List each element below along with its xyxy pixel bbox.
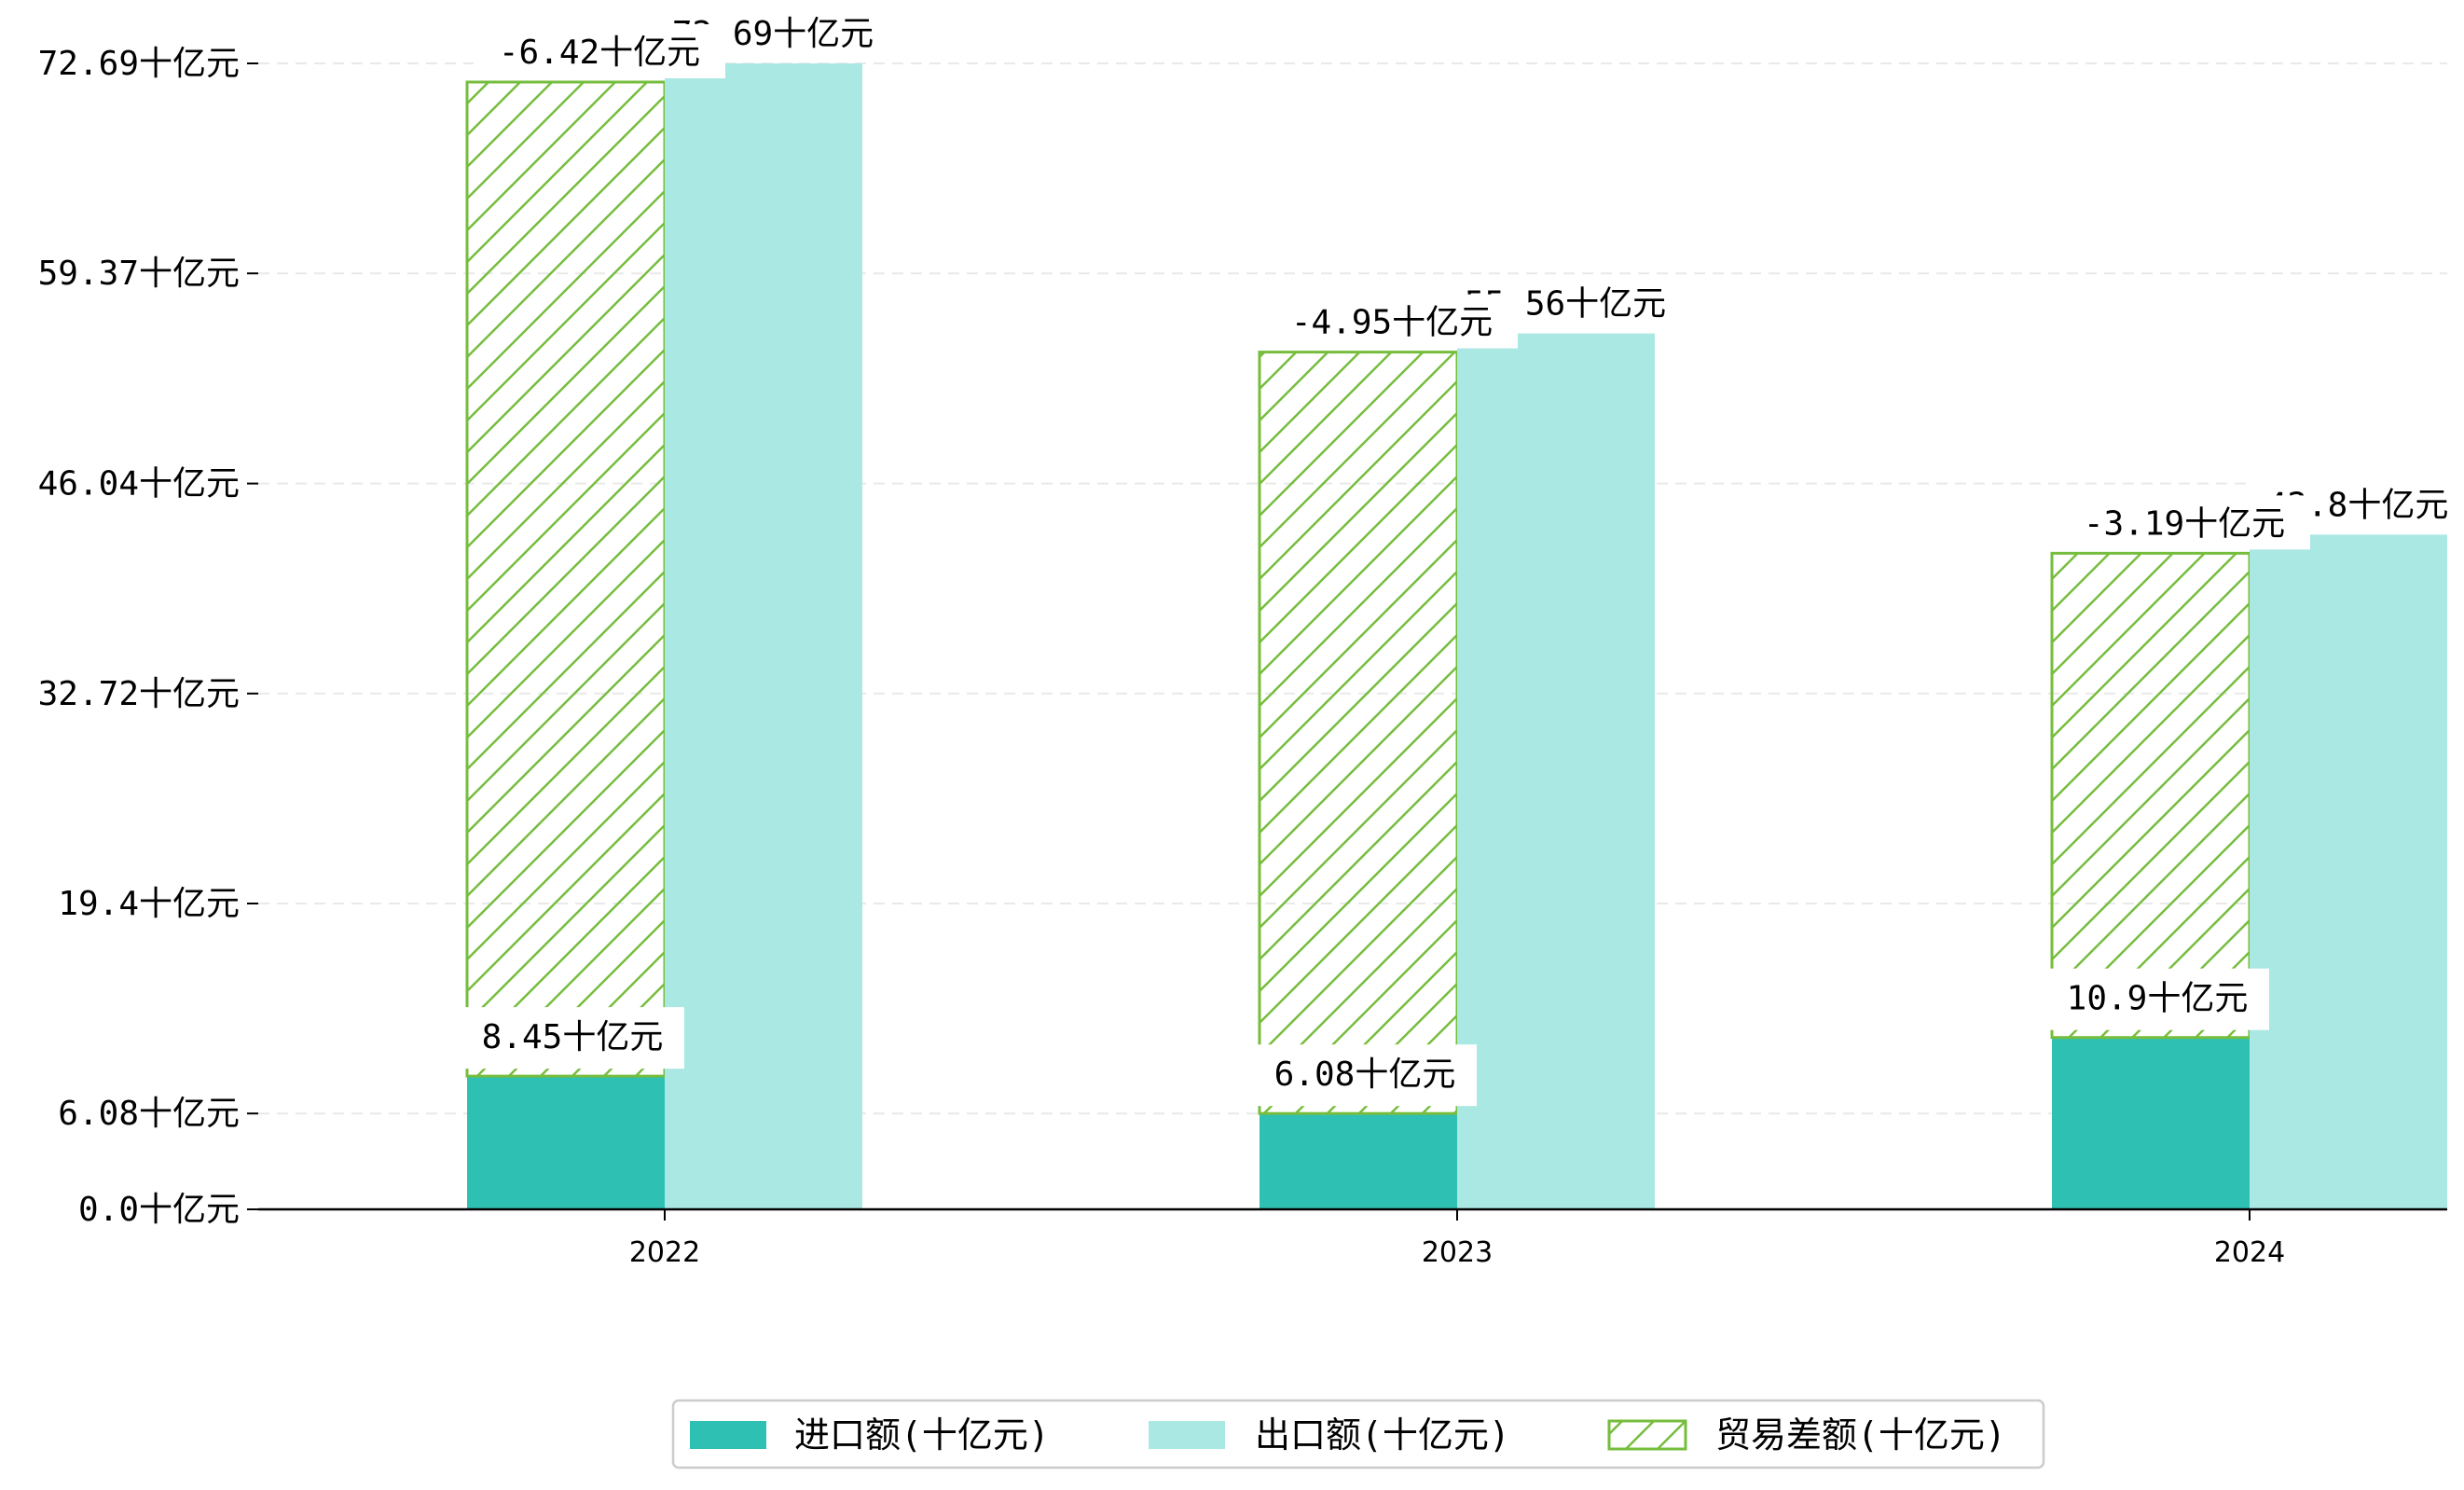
y-tick-label: 19.4十亿元: [58, 885, 240, 923]
legend-label: 进口额(十亿元): [794, 1414, 1050, 1456]
legend-label: 出口额(十亿元): [1255, 1414, 1510, 1456]
import-value-label: 6.08十亿元: [1274, 1055, 1456, 1094]
legend-swatch-export: [1149, 1421, 1225, 1449]
legend-box: [671, 1399, 2045, 1469]
export-bar: [665, 63, 862, 1209]
import-label-box: [461, 1007, 684, 1069]
x-tick-label: 2023: [1422, 1236, 1493, 1269]
legend-swatch-import: [690, 1421, 766, 1449]
y-tick-label: 32.72十亿元: [38, 675, 240, 713]
import-bar: [1260, 1113, 1457, 1209]
legend-swatch-balance: [1607, 1419, 1687, 1451]
balance-value-label: -6.42十亿元: [499, 34, 700, 72]
balance-bar: [1258, 351, 1459, 1115]
import-value-label: 8.45十亿元: [482, 1018, 664, 1056]
y-tick-label: 72.69十亿元: [38, 45, 240, 83]
balance-label-box: [2058, 495, 2310, 550]
y-tick-label: 59.37十亿元: [38, 255, 240, 293]
balance-bar: [2050, 551, 2251, 1040]
balance-bar: [465, 80, 667, 1078]
import-label-box: [2045, 968, 2269, 1030]
import-bar: [467, 1076, 665, 1209]
balance-label-box: [1266, 294, 1518, 349]
import-bar: [2052, 1037, 2250, 1209]
balance-value-label: -3.19十亿元: [2084, 504, 2285, 543]
balance-label-box: [474, 24, 725, 78]
y-tick-label: 6.08十亿元: [58, 1095, 240, 1133]
import-value-label: 10.9十亿元: [2067, 980, 2249, 1018]
y-tick-label: 0.0十亿元: [78, 1191, 240, 1229]
export-bar: [1457, 333, 1655, 1209]
export-bar: [2250, 534, 2447, 1209]
x-tick-label: 2022: [629, 1236, 700, 1269]
x-tick-label: 2024: [2214, 1236, 2285, 1269]
legend-label: 贸易差额(十亿元): [1715, 1414, 2006, 1456]
y-tick-label: 46.04十亿元: [38, 465, 240, 504]
import-label-box: [1253, 1044, 1477, 1107]
balance-value-label: -4.95十亿元: [1291, 304, 1493, 342]
